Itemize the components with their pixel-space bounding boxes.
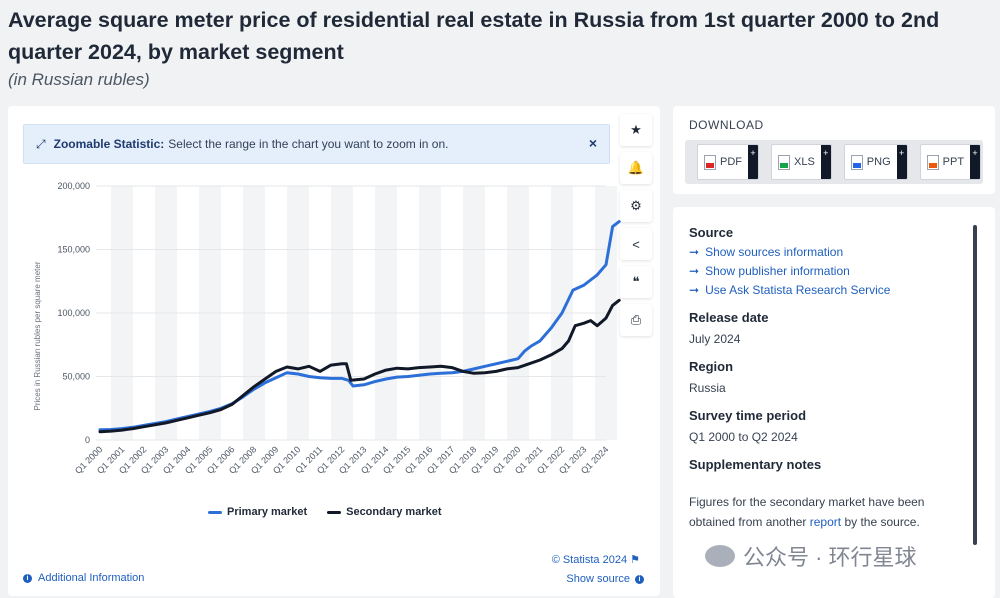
y-tick-label: 50,000	[62, 372, 90, 382]
zoom-banner-label: Zoomable Statistic:	[53, 137, 165, 151]
report-link[interactable]: report	[809, 515, 842, 529]
watermark: 公众号 · 环行星球	[705, 540, 917, 572]
download-pdf-label: PDF	[720, 156, 742, 168]
release-date-heading: Release date	[689, 310, 769, 325]
show-source-link[interactable]: Show source i	[566, 573, 644, 585]
png-file-icon	[850, 154, 863, 170]
series-line-secondary	[98, 298, 621, 434]
arrow-right-icon: ➞	[689, 283, 700, 297]
notes-text-start: Figures for the secondary market have be…	[689, 495, 925, 529]
source-heading: Source	[689, 225, 734, 240]
arrow-right-icon: ➞	[689, 264, 700, 278]
chart-card: ⤢ Zoomable Statistic: Select the range i…	[8, 106, 660, 596]
zoom-banner-text: Select the range in the chart you want t…	[168, 137, 449, 151]
page-title: Average square meter price of residentia…	[8, 8, 940, 64]
supplementary-notes-text: Figures for the secondary market have be…	[689, 492, 969, 532]
y-tick-label: 200,000	[57, 181, 90, 191]
page-subtitle: (in Russian rubles)	[8, 70, 150, 89]
download-card: DOWNLOAD PDF + XLS + PNG + PPT +	[673, 106, 995, 194]
show-sources-link[interactable]: ➞ Show sources information	[689, 245, 969, 259]
legend-item-primary[interactable]: Primary market	[208, 506, 307, 518]
show-publisher-label: Show publisher information	[705, 264, 850, 278]
credit-text: © Statista 2024	[551, 554, 628, 566]
supplementary-notes-heading: Supplementary notes	[689, 457, 822, 472]
info-panel: Source ➞ Show sources information ➞ Show p…	[673, 207, 995, 598]
survey-period-value: Q1 2000 to Q2 2024	[689, 430, 798, 444]
ask-statista-label: Use Ask Statista Research Service	[705, 283, 891, 297]
xls-file-icon	[778, 154, 790, 170]
pdf-file-icon	[704, 154, 716, 170]
notes-text-end: by the source.	[841, 515, 920, 529]
watermark-text: 公众号 · 环行星球	[743, 545, 917, 570]
scrollbar[interactable]	[973, 225, 977, 545]
chart-legend: Primary market Secondary market	[208, 506, 442, 518]
chart-toolbar: ★ 🔔 ⚙ < ❝ ⎙	[620, 114, 652, 342]
info-icon: i	[23, 573, 32, 583]
show-sources-label: Show sources information	[705, 245, 844, 259]
plus-icon: +	[896, 145, 907, 179]
legend-label-secondary: Secondary market	[346, 506, 442, 518]
zoom-banner: ⤢ Zoomable Statistic: Select the range i…	[23, 124, 610, 164]
download-xls-button[interactable]: XLS +	[771, 144, 832, 180]
settings-gear-icon[interactable]: ⚙	[620, 190, 652, 222]
series-line-primary	[98, 220, 621, 432]
info-icon: i	[635, 574, 644, 584]
plus-icon: +	[748, 145, 758, 179]
legend-swatch-secondary	[327, 510, 342, 514]
download-buttons: PDF + XLS + PNG + PPT +	[685, 140, 983, 184]
statista-credit[interactable]: © Statista 2024 ⚑	[552, 553, 640, 566]
survey-period-heading: Survey time period	[689, 408, 807, 423]
notification-bell-icon[interactable]: 🔔	[620, 152, 652, 184]
print-icon[interactable]: ⎙	[620, 304, 652, 336]
release-date-value: July 2024	[689, 332, 741, 346]
share-icon[interactable]: <	[620, 228, 652, 260]
zoom-icon: ⤢	[36, 136, 46, 151]
region-value: Russia	[689, 381, 726, 395]
ppt-file-icon	[926, 154, 939, 170]
y-tick-label: 150,000	[57, 245, 90, 255]
region-heading: Region	[689, 359, 734, 374]
wechat-logo-icon	[705, 545, 735, 567]
arrow-right-icon: ➞	[689, 245, 700, 259]
download-png-label: PNG	[866, 156, 891, 168]
download-ppt-label: PPT	[942, 156, 965, 168]
y-axis-label: Prices in Russian rubles per square mete…	[33, 261, 42, 410]
close-icon[interactable]: ×	[588, 135, 597, 151]
download-pdf-button[interactable]: PDF +	[697, 144, 759, 180]
plus-icon: +	[970, 145, 981, 179]
download-xls-label: XLS	[794, 156, 815, 168]
download-png-button[interactable]: PNG +	[843, 144, 908, 180]
y-tick-label: 100,000	[57, 308, 90, 318]
ask-statista-link[interactable]: ➞ Use Ask Statista Research Service	[689, 283, 969, 297]
legend-swatch-primary	[208, 510, 222, 514]
download-title: DOWNLOAD	[689, 118, 764, 132]
favorite-star-icon[interactable]: ★	[620, 114, 652, 146]
download-ppt-button[interactable]: PPT +	[919, 144, 982, 180]
y-tick-label: 0	[85, 435, 90, 445]
additional-information-link[interactable]: i Additional Information	[23, 572, 144, 584]
cite-quote-icon[interactable]: ❝	[620, 266, 652, 298]
legend-item-secondary[interactable]: Secondary market	[327, 506, 442, 518]
flag-icon: ⚑	[630, 554, 640, 566]
plus-icon: +	[820, 145, 831, 179]
additional-information-label: Additional Information	[38, 572, 145, 584]
show-source-label: Show source	[566, 573, 630, 585]
legend-label-primary: Primary market	[227, 506, 308, 518]
show-publisher-link[interactable]: ➞ Show publisher information	[689, 264, 969, 278]
